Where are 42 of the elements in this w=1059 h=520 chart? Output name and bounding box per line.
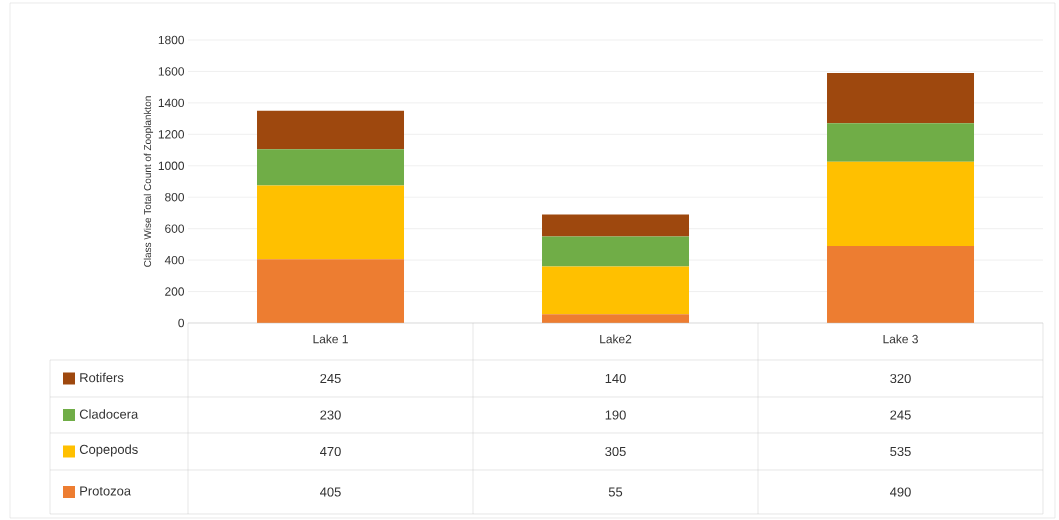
x-tick-label: Lake2 [600, 334, 632, 344]
data-label: 190 [605, 410, 626, 420]
data-label: 490 [889, 487, 911, 497]
y-tick-label: 800 [165, 192, 185, 202]
legend-label: Protozoa [80, 486, 132, 496]
bar [542, 214, 690, 237]
legend-label: Cladocera [79, 409, 139, 419]
data-label: 245 [320, 373, 341, 384]
bar [542, 314, 690, 323]
y-tick-label: 1800 [158, 35, 185, 45]
y-tick-label: 400 [164, 255, 185, 265]
bar [257, 110, 405, 150]
data-label: 245 [890, 410, 911, 420]
data-label: 55 [608, 487, 623, 497]
bar [827, 161, 975, 246]
bar [827, 123, 975, 162]
data-label: 305 [605, 446, 626, 457]
bar [257, 185, 405, 260]
x-tick-label: Lake 1 [313, 334, 348, 344]
bar [257, 149, 405, 186]
y-tick-label: 1400 [158, 98, 185, 108]
y-tick-label: 1000 [158, 161, 185, 170]
y-axis-title: Class Wise Total Count of Zooplankton [143, 96, 154, 267]
bar [542, 236, 690, 267]
y-tick-label: 1600 [158, 67, 185, 76]
data-label: 230 [320, 410, 341, 420]
data-label: 140 [605, 373, 626, 384]
data-label: 405 [320, 487, 341, 497]
bar [542, 266, 690, 315]
y-tick-label: 200 [165, 287, 185, 296]
x-tick-label: Lake 3 [883, 334, 918, 344]
bar [827, 73, 975, 124]
legend-label: Rotifers [80, 372, 124, 383]
y-tick-label: 0 [178, 318, 185, 328]
legend-label: Copepods [79, 444, 138, 457]
data-label: 535 [890, 446, 911, 457]
bar [827, 245, 975, 323]
data-label: 320 [890, 373, 911, 384]
data-label: 470 [320, 446, 341, 457]
bar [257, 259, 405, 323]
y-tick-label: 1200 [158, 130, 185, 139]
y-tick-label: 600 [165, 224, 185, 233]
